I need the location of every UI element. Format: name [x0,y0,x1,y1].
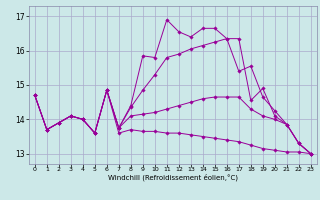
X-axis label: Windchill (Refroidissement éolien,°C): Windchill (Refroidissement éolien,°C) [108,174,238,181]
